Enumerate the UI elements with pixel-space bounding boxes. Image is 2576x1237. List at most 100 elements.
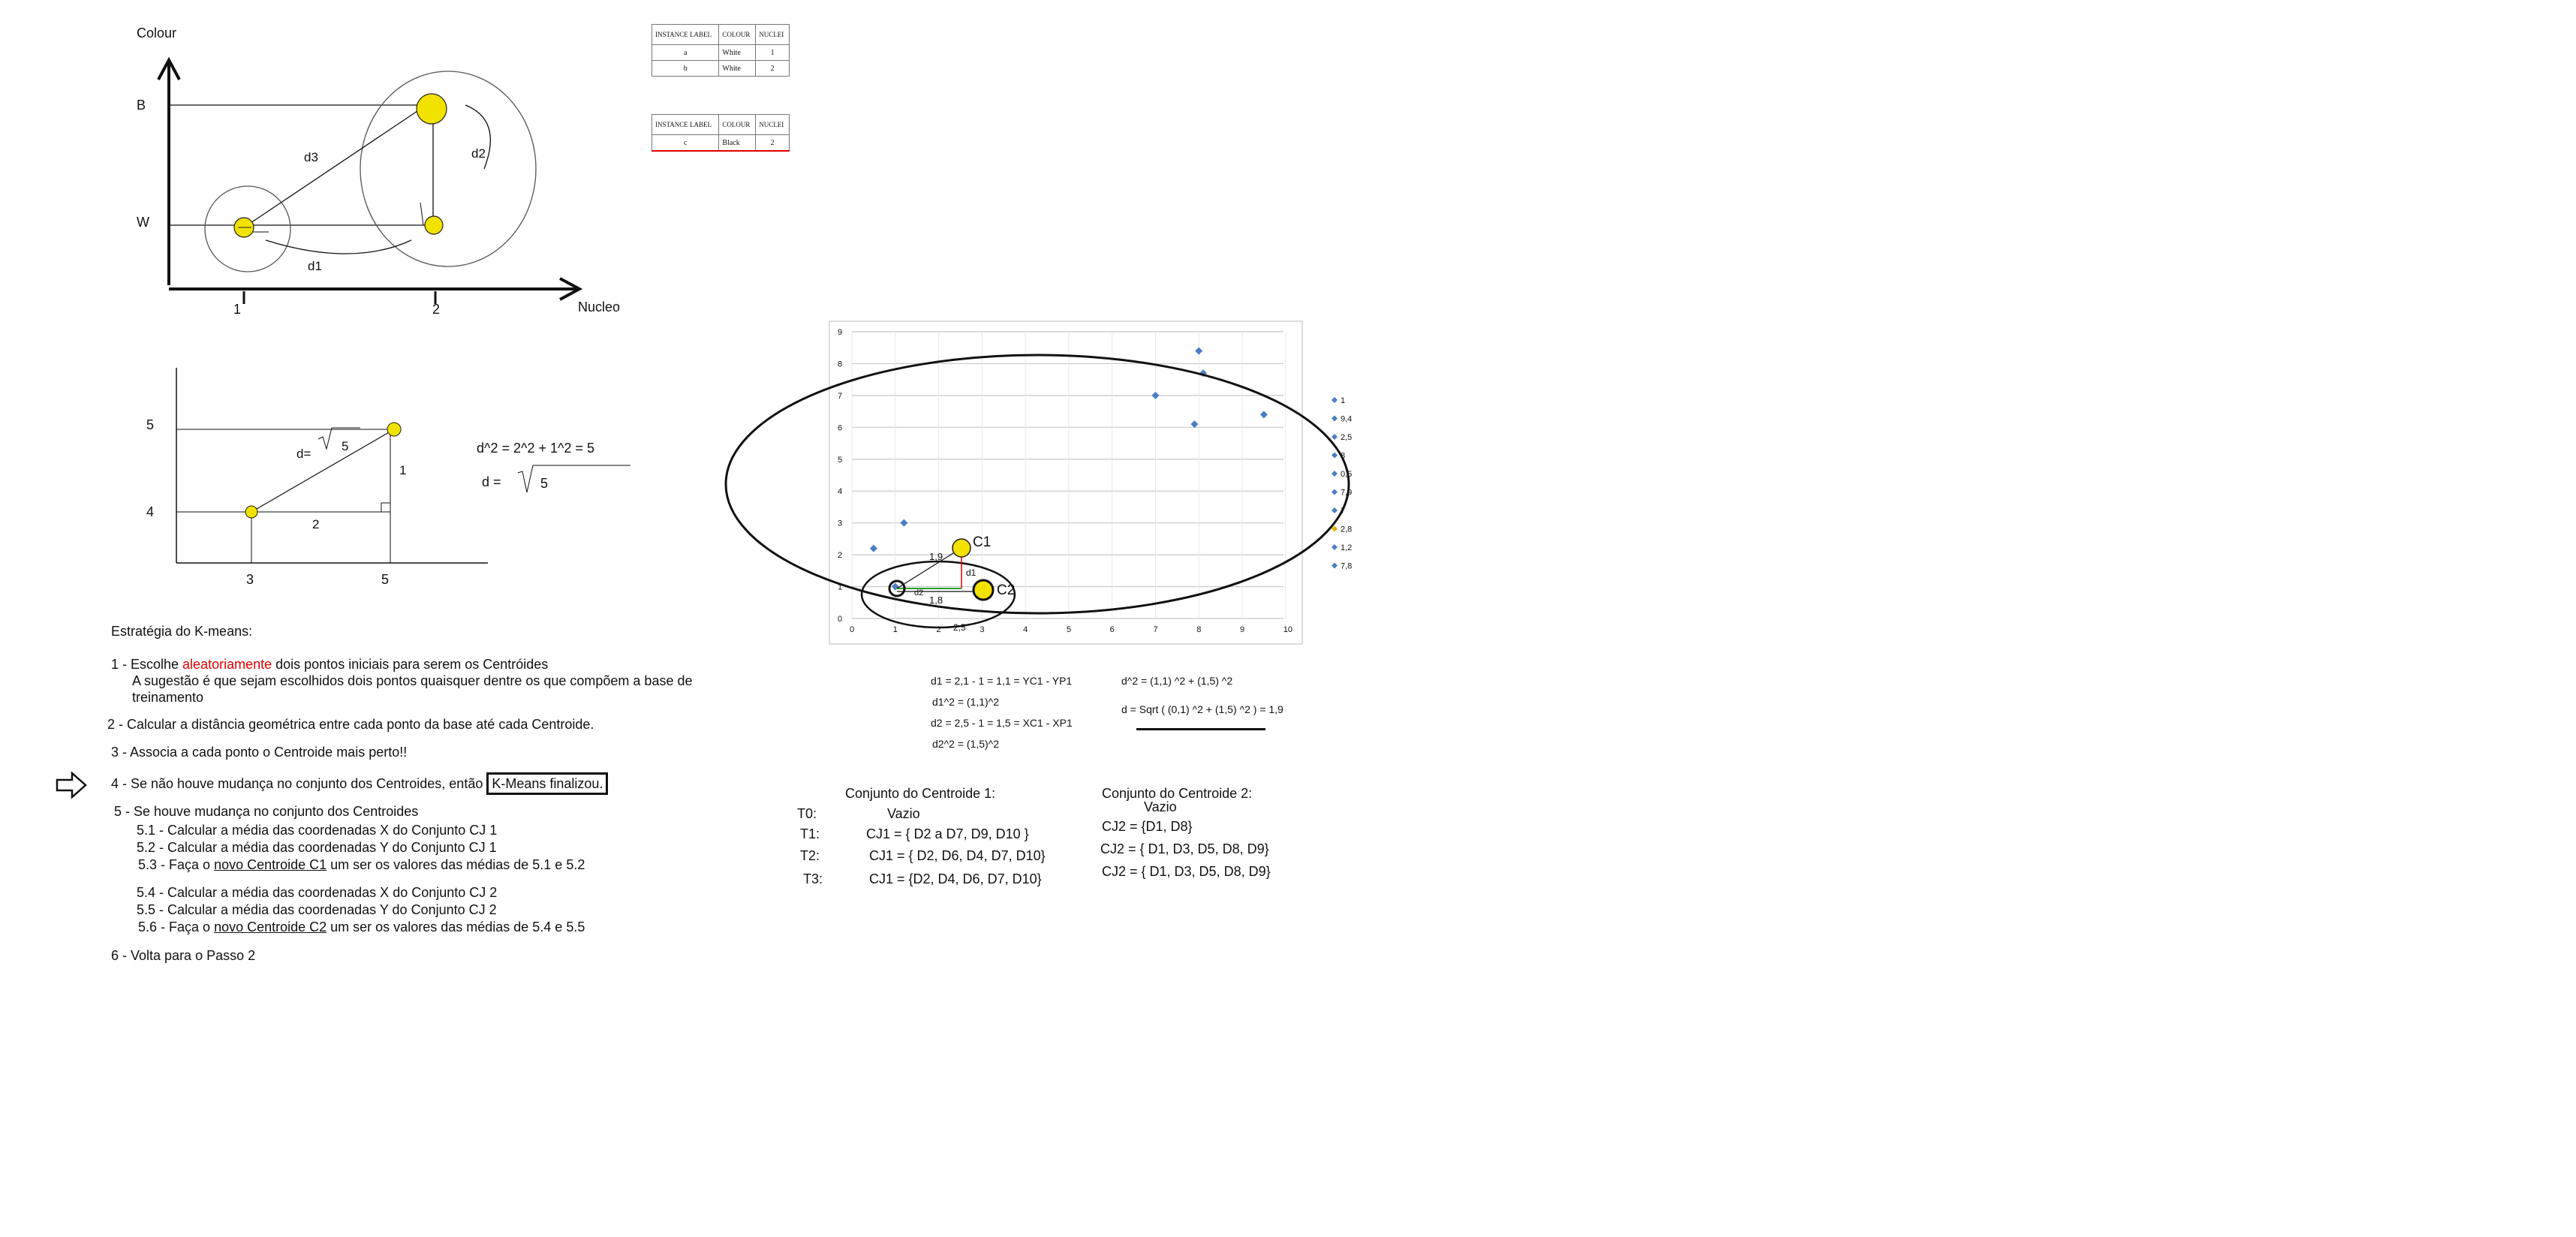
iteration-t0: T0:	[797, 806, 817, 821]
step-1: 1 - Escolhe aleatoriamente dois pontos i…	[111, 657, 549, 672]
distance-formula: d^2 = 2^2 + 1^2 = 5	[477, 441, 594, 456]
step-1-note-cont: treinamento	[132, 690, 204, 705]
distance-root-value: 5	[540, 476, 548, 491]
current-step-arrow-icon	[56, 772, 87, 799]
point-4-3	[245, 505, 258, 519]
data-point	[1190, 420, 1199, 429]
d3-line	[243, 107, 423, 228]
label-d2: d2	[471, 146, 486, 161]
x-tick-label: 8	[1196, 625, 1201, 634]
step-5-6: 5.6 - Faça o novo Centroide C2 um ser os…	[138, 919, 585, 935]
cell-label: a	[651, 44, 720, 61]
chart-x-ticks: 0 1 2 3 4 5 6 7 8 9 10	[850, 625, 1293, 634]
legend-marker	[1332, 525, 1338, 532]
y-tick-b: B	[137, 98, 146, 113]
header-instance-label: INSTANCE LABEL	[651, 114, 720, 135]
legend-entry: 1	[1341, 396, 1345, 405]
centroid-1-set-header: Conjunto do Centroide 1:	[845, 786, 996, 801]
header-colour: COLOUR	[718, 24, 757, 45]
leg-horizontal-label: 2	[312, 517, 319, 531]
set2-t2: CJ2 = { D1, D3, D5, D8, D9}	[1100, 841, 1269, 856]
y-tick-label: 8	[838, 360, 842, 369]
y-tick-label: 5	[838, 456, 842, 465]
set1-t1: CJ1 = { D2 a D7, D9, D10 }	[866, 826, 1029, 841]
chart-legend: 19,42,580,57,972,81,27,8	[1332, 396, 1352, 571]
point-1-1-marker	[888, 579, 906, 597]
y-tick-label: 3	[838, 519, 842, 528]
step-6: 6 - Volta para o Passo 2	[111, 948, 256, 963]
data-point	[900, 519, 908, 527]
y-tick-label: 7	[838, 392, 842, 401]
x-tick-3: 3	[246, 572, 254, 587]
y-tick-4: 4	[146, 504, 154, 519]
legend-entry: 8	[1341, 452, 1345, 461]
centroid-2-set-header: Conjunto do Centroide 2:	[1102, 786, 1253, 801]
step-3: 3 - Associa a cada ponto o Centroide mai…	[111, 745, 408, 760]
x-tick-label: 2	[937, 625, 941, 634]
calc-line-3: d2 = 2,5 - 1 = 1,5 = XC1 - XP1	[931, 717, 1073, 729]
step-5-3: 5.3 - Faça o novo Centroide C1 um ser os…	[138, 857, 585, 872]
y-tick-label: 1	[838, 583, 842, 592]
calc-underline	[1136, 728, 1265, 730]
y-tick-label: 9	[838, 328, 842, 337]
data-point	[1151, 391, 1160, 399]
kmeans-finished-box: K-Means finalizou.	[486, 772, 609, 795]
x-tick-label: 7	[1153, 625, 1157, 634]
y-tick-label: 4	[838, 487, 842, 496]
step-4: 4 - Se não houve mudança no conjunto dos…	[111, 772, 609, 795]
label-d1: d1	[308, 259, 322, 273]
centroid-c2-label: C2	[997, 582, 1015, 598]
x-tick-label: 4	[1023, 625, 1028, 634]
legend-marker	[1332, 544, 1338, 550]
header-instance-label: INSTANCE LABEL	[651, 24, 720, 45]
y-tick-label: 6	[838, 423, 842, 432]
header-nuclei: NUCLEI	[755, 24, 790, 45]
legend-entry: 7,8	[1341, 562, 1352, 571]
header-nuclei: NUCLEI	[755, 114, 790, 135]
annot-d1: d1	[966, 567, 977, 578]
step-5-4: 5.4 - Calcular a média das coordenadas X…	[137, 885, 498, 900]
x-axis-label: Nucleo	[578, 299, 620, 315]
label-d3: d3	[304, 150, 318, 164]
legend-entry: 2,5	[1341, 433, 1352, 442]
calc-line-1: d1 = 2,1 - 1 = 1,1 = YC1 - YP1	[931, 675, 1073, 687]
instance-table-1: INSTANCE LABEL COLOUR NUCLEI a White 1 b…	[651, 24, 790, 77]
y-tick-5: 5	[146, 417, 154, 432]
cluster-circle-small	[204, 185, 291, 272]
step-1-note: A sugestão é que sejam escolhidos dois p…	[132, 673, 693, 688]
legend-marker	[1332, 434, 1338, 440]
chart-y-ticks: 0 1 2 3 4 5 6 7 8 9	[838, 328, 842, 624]
leg-vertical-label: 1	[399, 463, 406, 477]
d1-curve	[265, 239, 412, 254]
x-tick-5: 5	[381, 572, 389, 587]
centroid-c1-label: C1	[973, 534, 991, 550]
legend-entry: 7,9	[1341, 489, 1352, 498]
legend-entry: 1,2	[1341, 543, 1352, 552]
iteration-t3: T3:	[803, 871, 823, 886]
legend-marker	[1332, 415, 1338, 422]
annot-2-5: 2,5	[953, 622, 966, 633]
x-tick-label: 0	[850, 625, 854, 634]
centroid-distance-line	[896, 547, 962, 589]
cell-colour: Black	[718, 134, 757, 152]
iteration-t2: T2:	[800, 848, 820, 863]
calc-line-2: d1^2 = (1,1)^2	[932, 696, 1000, 708]
chart-frame	[829, 321, 1303, 645]
set2-t3: CJ2 = { D1, D3, D5, D8, D9}	[1102, 864, 1271, 879]
strategy-title: Estratégia do K-means:	[111, 624, 253, 639]
calc-right-2: d = Sqrt ( (0,1) ^2 + (1,5) ^2 ) = 1,9	[1121, 703, 1283, 715]
x-tick-label: 3	[980, 625, 984, 634]
distance-root-prefix: d =	[482, 474, 501, 489]
calc-right-1: d^2 = (1,1) ^2 + (1,5) ^2	[1121, 675, 1233, 687]
set2-t0: Vazio	[1144, 799, 1177, 814]
data-point	[869, 544, 877, 552]
step-5-5: 5.5 - Calcular a média das coordenadas Y…	[137, 902, 497, 917]
x-tick-1: 1	[233, 302, 241, 317]
x-tick-label: 10	[1283, 625, 1293, 634]
instance-table-2: INSTANCE LABEL COLOUR NUCLEI c Black 2	[651, 114, 790, 152]
set1-t0: Vazio	[887, 806, 920, 821]
point-c-black	[416, 93, 447, 125]
legend-marker	[1332, 562, 1338, 569]
x-tick-label: 5	[1067, 625, 1071, 634]
hypotenuse-root: 5	[342, 439, 348, 453]
